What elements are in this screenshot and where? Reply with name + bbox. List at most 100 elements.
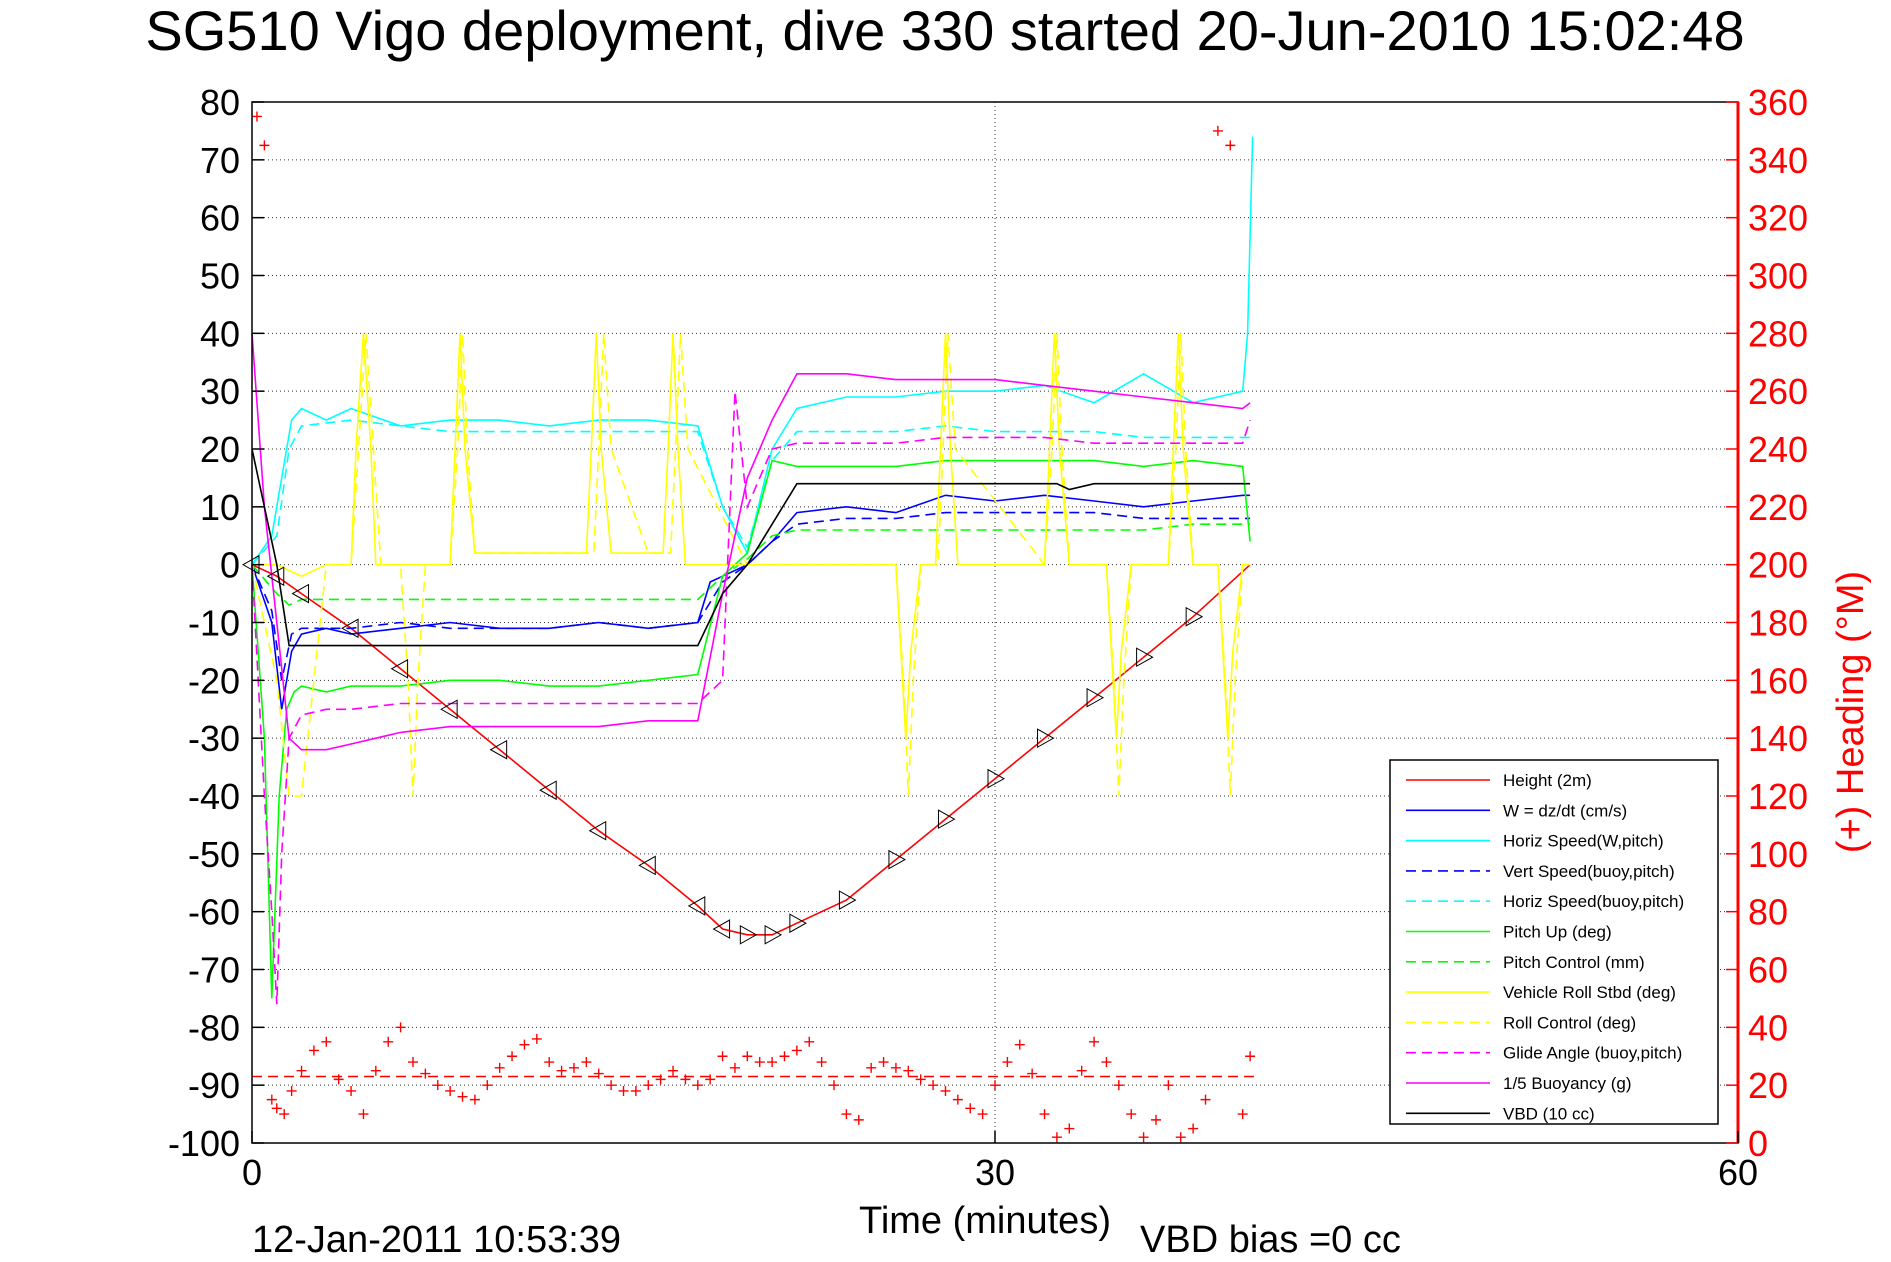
heading-point bbox=[251, 111, 262, 122]
heading-point bbox=[1200, 1094, 1211, 1105]
y-tick-label: 80 bbox=[200, 82, 240, 123]
heading-point bbox=[990, 1080, 1000, 1091]
y2-tick-label: 100 bbox=[1748, 834, 1808, 875]
y-tick-label: -40 bbox=[188, 776, 240, 817]
y2-tick-label: 300 bbox=[1748, 256, 1808, 297]
legend-label: Pitch Up (deg) bbox=[1503, 923, 1612, 942]
y-tick-label: -90 bbox=[188, 1065, 240, 1106]
heading-point bbox=[630, 1085, 641, 1096]
series-line bbox=[251, 459, 1251, 999]
heading-point bbox=[668, 1065, 679, 1076]
y2-tick-label: 40 bbox=[1748, 1007, 1788, 1048]
heading-point bbox=[432, 1080, 443, 1091]
heading-point bbox=[1150, 1114, 1161, 1125]
heading-point bbox=[286, 1085, 297, 1096]
y2-tick-label: 340 bbox=[1748, 140, 1808, 181]
heading-point bbox=[705, 1074, 716, 1085]
heading-point bbox=[1126, 1109, 1137, 1120]
heading-point bbox=[816, 1057, 827, 1068]
heading-point bbox=[618, 1085, 629, 1096]
y2-tick-label: 320 bbox=[1748, 198, 1808, 239]
heading-point bbox=[271, 1103, 282, 1114]
heading-point bbox=[1064, 1123, 1075, 1134]
heading-point bbox=[420, 1068, 431, 1079]
y2-tick-label: 260 bbox=[1748, 371, 1808, 412]
heading-point bbox=[358, 1109, 369, 1120]
height-marker bbox=[712, 919, 731, 939]
height-marker bbox=[588, 820, 607, 841]
heading-point bbox=[952, 1094, 963, 1105]
legend-label: Horiz Speed(W,pitch) bbox=[1503, 832, 1664, 851]
heading-point bbox=[742, 1051, 753, 1062]
heading-point bbox=[279, 1109, 290, 1120]
series-line bbox=[251, 523, 1251, 607]
y2-tick-label: 80 bbox=[1748, 892, 1788, 933]
series-line bbox=[251, 333, 1251, 751]
heading-point bbox=[259, 140, 270, 151]
heading-point bbox=[457, 1091, 468, 1102]
heading-point bbox=[395, 1022, 406, 1033]
heading-point bbox=[346, 1085, 357, 1096]
legend-label: Height (2m) bbox=[1503, 771, 1592, 790]
y2-tick-label: 220 bbox=[1748, 487, 1808, 528]
heading-point bbox=[568, 1062, 579, 1073]
y2-tick-label: 120 bbox=[1748, 776, 1808, 817]
heading-point bbox=[804, 1036, 815, 1047]
y2-tick-label: 0 bbox=[1748, 1123, 1768, 1164]
height-marker bbox=[1185, 606, 1204, 627]
height-marker bbox=[987, 768, 1006, 789]
series-line bbox=[251, 419, 1251, 566]
grid bbox=[252, 102, 1738, 1143]
heading-point bbox=[829, 1080, 840, 1091]
heading-series bbox=[251, 111, 1256, 1143]
heading-point bbox=[1089, 1036, 1100, 1047]
heading-point bbox=[940, 1085, 951, 1096]
y2-tick-label: 20 bbox=[1748, 1065, 1788, 1106]
y-tick-label: -60 bbox=[188, 892, 240, 933]
heading-point bbox=[1188, 1123, 1199, 1134]
legend-label: Roll Control (deg) bbox=[1503, 1013, 1636, 1032]
series-line bbox=[251, 511, 1251, 681]
heading-point bbox=[1225, 140, 1236, 151]
legend-box bbox=[1389, 759, 1719, 1125]
heading-point bbox=[1163, 1080, 1174, 1091]
y2-tick-label: 160 bbox=[1748, 660, 1808, 701]
heading-point bbox=[482, 1080, 493, 1091]
heading-point bbox=[383, 1036, 394, 1047]
heading-point bbox=[1138, 1132, 1149, 1143]
legend-label: Horiz Speed(buoy,pitch) bbox=[1503, 892, 1684, 911]
right-axis-ticks: 3603403203002802602402202001801601401201… bbox=[1726, 82, 1808, 1164]
y-tick-label: -50 bbox=[188, 834, 240, 875]
heading-point bbox=[544, 1057, 555, 1068]
heading-point bbox=[266, 1094, 277, 1105]
chart-title: SG510 Vigo deployment, dive 330 started … bbox=[145, 0, 1744, 62]
height-marker bbox=[739, 924, 758, 945]
legend: Height (2m) W = dz/dt (cm/s) Horiz Speed(W… bbox=[1389, 759, 1719, 1125]
height-marker bbox=[1086, 687, 1105, 708]
heading-point bbox=[655, 1074, 666, 1085]
heading-point bbox=[1039, 1109, 1050, 1120]
heading-point bbox=[507, 1051, 518, 1062]
series-line bbox=[251, 333, 1251, 797]
x-axis-ticks: 0 30 60 bbox=[242, 1131, 1758, 1193]
height-marker bbox=[789, 913, 807, 934]
height-marker bbox=[341, 618, 359, 639]
heading-point bbox=[531, 1033, 542, 1044]
x-axis-label: Time (minutes) bbox=[859, 1200, 1111, 1242]
heading-point bbox=[1101, 1057, 1112, 1068]
heading-point bbox=[680, 1074, 691, 1085]
y-tick-label: -30 bbox=[188, 718, 240, 759]
height-marker bbox=[1037, 728, 1055, 749]
heading-point bbox=[581, 1057, 592, 1068]
legend-label: VBD (10 cc) bbox=[1503, 1104, 1595, 1123]
series-layer bbox=[241, 136, 1254, 1005]
heading-point bbox=[469, 1094, 480, 1105]
footer-timestamp: 12-Jan-2011 10:53:39 bbox=[252, 1219, 621, 1261]
right-axis-label: (+) Heading (°M) bbox=[1830, 571, 1872, 853]
legend-label: W = dz/dt (cm/s) bbox=[1503, 801, 1627, 820]
heading-point bbox=[915, 1074, 926, 1085]
heading-point bbox=[1212, 125, 1223, 136]
series-line bbox=[251, 448, 1251, 647]
y-tick-label: 50 bbox=[200, 256, 240, 297]
